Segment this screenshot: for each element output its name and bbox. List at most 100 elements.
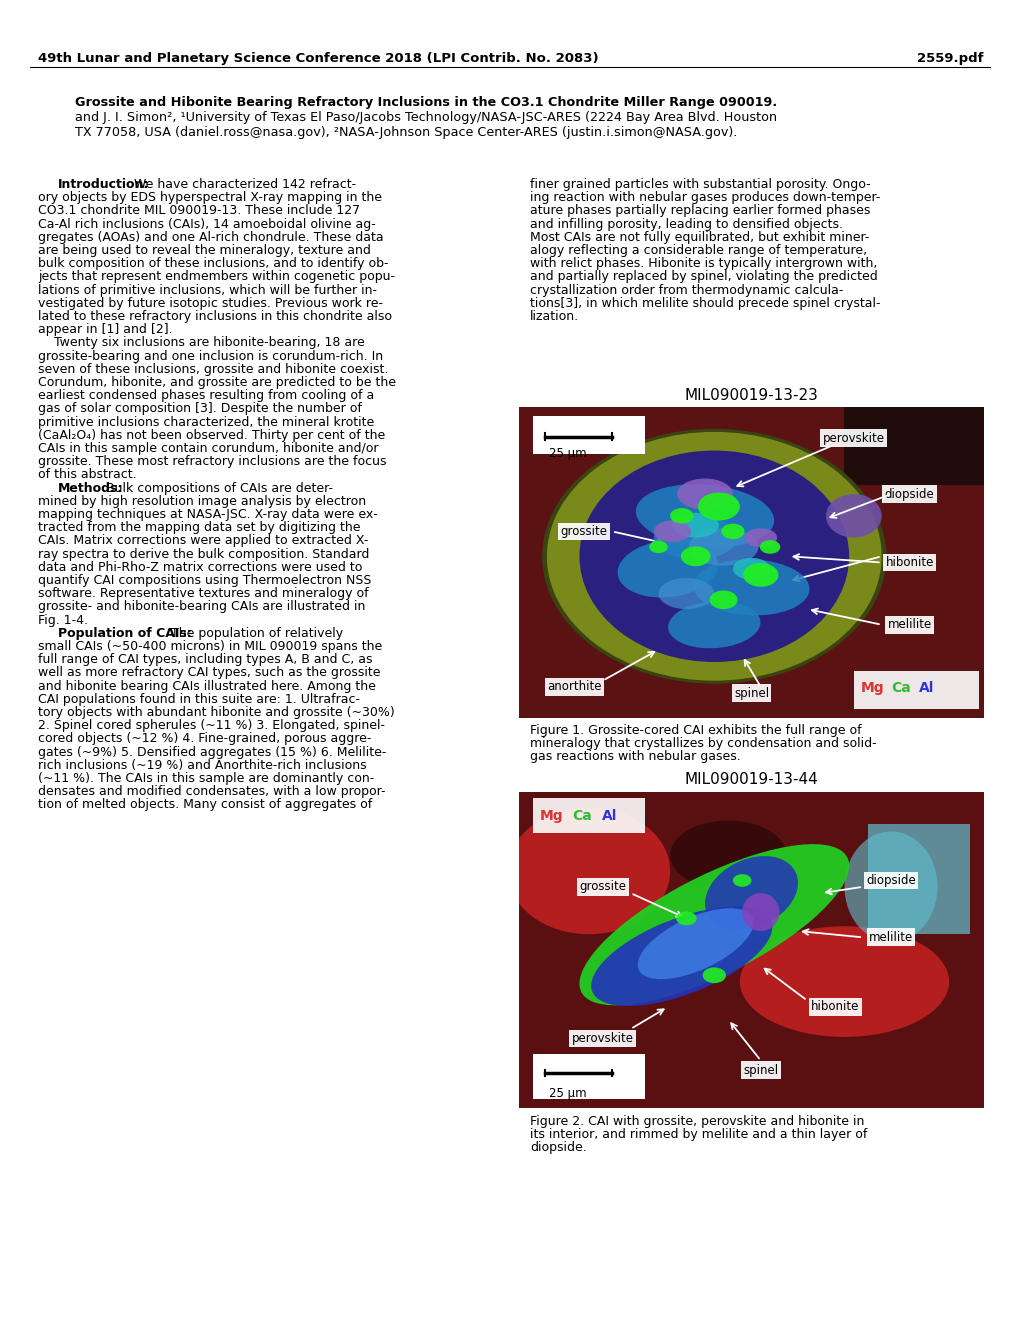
Circle shape: [669, 508, 693, 524]
Text: gas reactions with nebular gases.: gas reactions with nebular gases.: [530, 750, 740, 763]
Text: primitive inclusions characterized, the mineral krotite: primitive inclusions characterized, the …: [38, 416, 374, 429]
Circle shape: [676, 911, 696, 925]
Text: full range of CAI types, including types A, B and C, as: full range of CAI types, including types…: [38, 653, 372, 667]
Text: 49th Lunar and Planetary Science Conference 2018 (LPI Contrib. No. 2083): 49th Lunar and Planetary Science Confere…: [38, 51, 598, 65]
Text: quantify CAI compositions using Thermoelectron NSS: quantify CAI compositions using Thermoel…: [38, 574, 371, 587]
Ellipse shape: [579, 843, 849, 1006]
Text: 2559.pdf: 2559.pdf: [917, 51, 983, 65]
Text: Figure 1. Grossite-cored CAI exhibits the full range of: Figure 1. Grossite-cored CAI exhibits th…: [530, 723, 861, 737]
Ellipse shape: [618, 540, 717, 598]
Text: gates (~9%) 5. Densified aggregates (15 %) 6. Melilite-: gates (~9%) 5. Densified aggregates (15 …: [38, 746, 386, 759]
Ellipse shape: [688, 528, 758, 565]
Text: earliest condensed phases resulting from cooling of a: earliest condensed phases resulting from…: [38, 389, 374, 403]
Text: bulk composition of these inclusions, and to identify ob-: bulk composition of these inclusions, an…: [38, 257, 388, 271]
Ellipse shape: [677, 479, 733, 510]
Text: Figure 2. CAI with grossite, perovskite and hibonite in: Figure 2. CAI with grossite, perovskite …: [530, 1115, 863, 1129]
Text: Population of CAIs:: Population of CAIs:: [58, 627, 192, 640]
Text: (~11 %). The CAIs in this sample are dominantly con-: (~11 %). The CAIs in this sample are dom…: [38, 772, 374, 785]
Text: grossite. These most refractory inclusions are the focus: grossite. These most refractory inclusio…: [38, 455, 386, 469]
Text: The population of relatively: The population of relatively: [163, 627, 343, 640]
Text: grossite: grossite: [579, 880, 626, 894]
Text: perovskite: perovskite: [822, 432, 883, 445]
Ellipse shape: [704, 857, 797, 931]
Ellipse shape: [551, 436, 876, 677]
Circle shape: [709, 590, 737, 609]
Text: alogy reflecting a considerable range of temperature,: alogy reflecting a considerable range of…: [530, 244, 866, 257]
Text: and hibonite bearing CAIs illustrated here. Among the: and hibonite bearing CAIs illustrated he…: [38, 680, 376, 693]
Circle shape: [680, 546, 710, 566]
Text: and partially replaced by spinel, violating the predicted: and partially replaced by spinel, violat…: [530, 271, 877, 284]
Text: are being used to reveal the mineralogy, texture and: are being used to reveal the mineralogy,…: [38, 244, 371, 257]
Text: with relict phases. Hibonite is typically intergrown with,: with relict phases. Hibonite is typicall…: [530, 257, 876, 271]
Text: gas of solar composition [3]. Despite the number of: gas of solar composition [3]. Despite th…: [38, 403, 362, 416]
Text: ory objects by EDS hyperspectral X-ray mapping in the: ory objects by EDS hyperspectral X-ray m…: [38, 191, 382, 205]
Text: and infilling porosity, leading to densified objects.: and infilling porosity, leading to densi…: [530, 218, 842, 231]
Text: MIL090019-13-23: MIL090019-13-23: [684, 388, 817, 403]
Text: ray spectra to derive the bulk composition. Standard: ray spectra to derive the bulk compositi…: [38, 548, 369, 561]
Ellipse shape: [667, 601, 760, 648]
Ellipse shape: [653, 520, 691, 543]
Text: of this abstract.: of this abstract.: [38, 469, 137, 482]
Text: TX 77058, USA (daniel.ross@nasa.gov), ²NASA-Johnson Space Center-ARES (justin.i.: TX 77058, USA (daniel.ross@nasa.gov), ²N…: [75, 125, 737, 139]
Circle shape: [648, 541, 667, 553]
Ellipse shape: [653, 516, 737, 560]
Text: finer grained particles with substantial porosity. Ongo-: finer grained particles with substantial…: [530, 178, 870, 191]
Text: Mg: Mg: [539, 809, 562, 822]
Text: cored objects (~12 %) 4. Fine-grained, porous aggre-: cored objects (~12 %) 4. Fine-grained, p…: [38, 733, 371, 746]
Text: Twenty six inclusions are hibonite-bearing, 18 are: Twenty six inclusions are hibonite-beari…: [38, 337, 365, 350]
Ellipse shape: [669, 821, 786, 890]
Text: Al: Al: [918, 681, 933, 696]
Text: Most CAIs are not fully equilibrated, but exhibit miner-: Most CAIs are not fully equilibrated, bu…: [530, 231, 868, 244]
Ellipse shape: [542, 429, 886, 684]
Text: (CaAl₂O₄) has not been observed. Thirty per cent of the: (CaAl₂O₄) has not been observed. Thirty …: [38, 429, 385, 442]
Ellipse shape: [506, 808, 669, 935]
Text: melilite: melilite: [887, 618, 930, 631]
Text: grossite: grossite: [560, 525, 607, 539]
Text: well as more refractory CAI types, such as the grossite: well as more refractory CAI types, such …: [38, 667, 380, 680]
Text: mapping techniques at NASA-JSC. X-ray data were ex-: mapping techniques at NASA-JSC. X-ray da…: [38, 508, 377, 521]
Bar: [533, 799, 644, 833]
Ellipse shape: [733, 558, 769, 579]
Ellipse shape: [844, 832, 936, 942]
Circle shape: [743, 564, 777, 587]
Text: crystallization order from thermodynamic calcula-: crystallization order from thermodynamic…: [530, 284, 843, 297]
Ellipse shape: [658, 578, 713, 609]
Text: CAIs. Matrix corrections were applied to extracted X-: CAIs. Matrix corrections were applied to…: [38, 535, 368, 548]
Text: Ca-Al rich inclusions (CAIs), 14 amoeboidal olivine ag-: Ca-Al rich inclusions (CAIs), 14 amoeboi…: [38, 218, 375, 231]
Text: diopside.: diopside.: [530, 1142, 586, 1155]
Text: MIL090019-13-44: MIL090019-13-44: [684, 772, 817, 787]
Ellipse shape: [637, 908, 753, 979]
Circle shape: [702, 968, 726, 983]
Text: Methods:: Methods:: [58, 482, 123, 495]
Ellipse shape: [591, 907, 771, 1006]
Text: Mg: Mg: [860, 681, 883, 696]
Text: tions[3], in which melilite should precede spinel crystal-: tions[3], in which melilite should prece…: [530, 297, 879, 310]
Text: Grossite and Hibonite Bearing Refractory Inclusions in the CO3.1 Chondrite Mille: Grossite and Hibonite Bearing Refractory…: [75, 96, 776, 110]
Bar: [533, 416, 644, 454]
Text: Ca: Ca: [891, 681, 910, 696]
Text: appear in [1] and [2].: appear in [1] and [2].: [38, 323, 172, 337]
Text: its interior, and rimmed by melilite and a thin layer of: its interior, and rimmed by melilite and…: [530, 1129, 866, 1142]
Text: small CAIs (~50-400 microns) in MIL 090019 spans the: small CAIs (~50-400 microns) in MIL 0900…: [38, 640, 382, 653]
Text: data and Phi-Rho-Z matrix corrections were used to: data and Phi-Rho-Z matrix corrections we…: [38, 561, 362, 574]
Text: vestigated by future isotopic studies. Previous work re-: vestigated by future isotopic studies. P…: [38, 297, 382, 310]
Text: diopside: diopside: [865, 874, 915, 887]
Circle shape: [720, 524, 744, 539]
Text: ature phases partially replacing earlier formed phases: ature phases partially replacing earlier…: [530, 205, 869, 218]
Text: grossite-bearing and one inclusion is corundum-rich. In: grossite-bearing and one inclusion is co…: [38, 350, 383, 363]
Ellipse shape: [693, 560, 809, 615]
Text: Introduction:: Introduction:: [58, 178, 149, 191]
Ellipse shape: [635, 484, 773, 548]
Ellipse shape: [744, 528, 776, 546]
Text: seven of these inclusions, grossite and hibonite coexist.: seven of these inclusions, grossite and …: [38, 363, 388, 376]
Text: spinel: spinel: [743, 1064, 777, 1077]
Text: tion of melted objects. Many consist of aggregates of: tion of melted objects. Many consist of …: [38, 799, 372, 812]
Bar: [867, 824, 969, 935]
Text: anorthite: anorthite: [547, 680, 601, 693]
Text: We have characterized 142 refract-: We have characterized 142 refract-: [130, 178, 356, 191]
Ellipse shape: [739, 927, 949, 1038]
Circle shape: [733, 874, 751, 887]
Text: hibonite: hibonite: [884, 556, 932, 569]
Text: and J. I. Simon², ¹University of Texas El Paso/Jacobs Technology/NASA-JSC-ARES (: and J. I. Simon², ¹University of Texas E…: [75, 111, 776, 124]
Text: Fig. 1-4.: Fig. 1-4.: [38, 614, 88, 627]
